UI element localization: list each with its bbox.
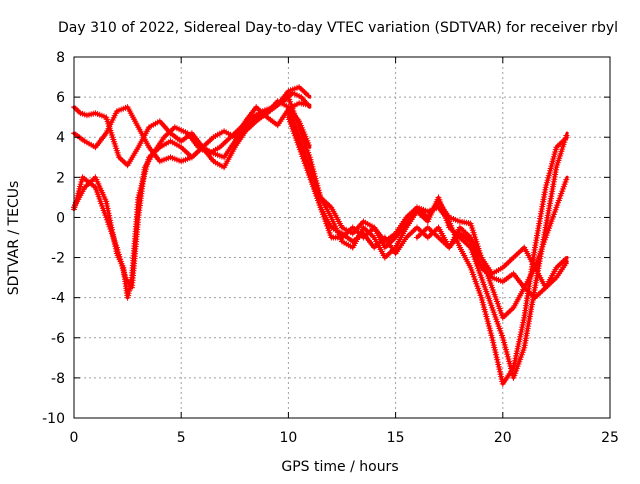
- y-tick-label: -2: [51, 251, 65, 267]
- series-track-8: [285, 110, 569, 291]
- x-tick-label: 15: [387, 430, 405, 446]
- y-tick-label: 8: [56, 50, 65, 66]
- x-tick-label: 0: [70, 430, 79, 446]
- y-tick-label: 0: [56, 210, 65, 226]
- series-line: [286, 111, 569, 290]
- x-tick-label: 25: [601, 430, 619, 446]
- series-track-6: [285, 104, 570, 381]
- series-markers: [414, 224, 569, 301]
- y-tick-label: -4: [51, 291, 65, 307]
- series-track-9: [414, 224, 569, 301]
- y-tick-label: 6: [56, 90, 65, 106]
- axis-ticks: 0 5 10 15 20 25 -10 -8 -6 -4 -2 0 2 4 6 8: [42, 50, 619, 446]
- x-axis-label: GPS time / hours: [281, 459, 398, 475]
- chart-title: Day 310 of 2022, Sidereal Day-to-day VTE…: [58, 20, 618, 36]
- data-series: [71, 84, 570, 387]
- y-axis-label: SDTVAR / TECUs: [6, 181, 22, 296]
- y-tick-label: 2: [56, 170, 65, 186]
- x-tick-label: 10: [279, 430, 297, 446]
- y-tick-label: -6: [51, 331, 65, 347]
- series-track-4: [71, 100, 312, 165]
- series-track-3: [71, 90, 312, 291]
- y-tick-label: -10: [42, 411, 65, 427]
- plot-frame: [73, 56, 611, 419]
- series-track-7: [285, 94, 569, 387]
- y-tick-label: 4: [56, 130, 65, 146]
- y-tick-label: -8: [51, 371, 65, 387]
- series-markers: [285, 110, 569, 291]
- x-tick-label: 5: [177, 430, 186, 446]
- x-tick-label: 20: [494, 430, 512, 446]
